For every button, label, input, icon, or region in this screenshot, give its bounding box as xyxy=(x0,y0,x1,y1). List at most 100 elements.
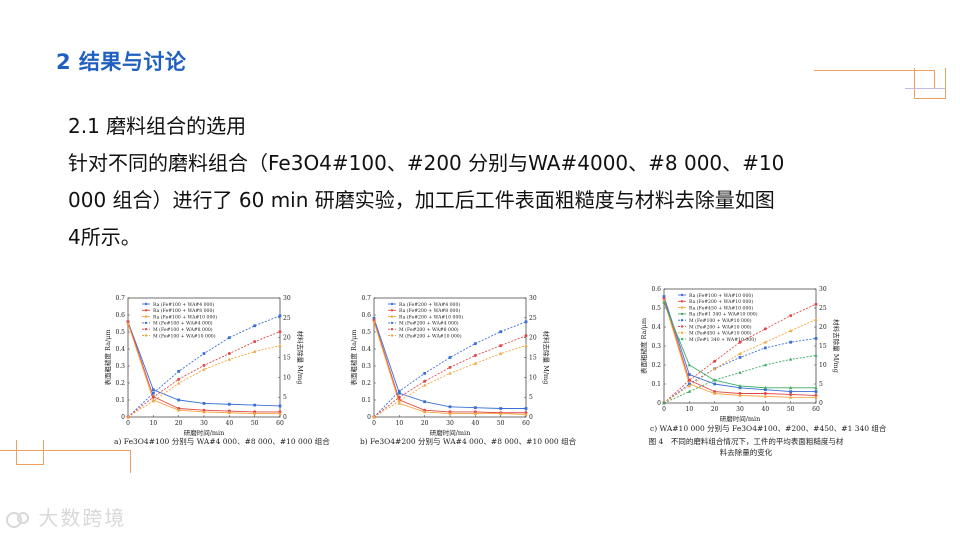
data-point xyxy=(448,411,452,415)
data-point xyxy=(252,349,257,353)
legend-label: Ra (Fe#200 + WA#10 000) xyxy=(399,313,463,320)
y-tick-label: 0 xyxy=(657,400,661,407)
data-point xyxy=(227,352,231,356)
data-point xyxy=(738,351,742,355)
accent-line-top-right-3 xyxy=(905,88,945,89)
legend-label: Ra (Fe#100 + WA#4 000) xyxy=(153,301,214,308)
y-tick-label: 0.5 xyxy=(651,305,661,312)
chart-a-caption: a) Fe3O4#100 分别与 WA#4 000、#8 000、#10 000… xyxy=(114,437,330,446)
data-point xyxy=(814,393,818,397)
data-point xyxy=(738,386,742,390)
chart-a: 0 0.1 0.2 0.3 0.4 0.5 0.6 0.7 0 5 10 15 20 25 30 0 10 20 3… xyxy=(100,292,310,437)
data-point xyxy=(202,410,206,414)
x-tick-label: 10 xyxy=(396,420,404,427)
data-point xyxy=(789,392,793,396)
data-point xyxy=(126,415,130,419)
series-line xyxy=(127,345,281,418)
data-point xyxy=(253,324,257,328)
data-point xyxy=(227,410,232,415)
data-point xyxy=(662,297,666,300)
data-point xyxy=(423,371,427,375)
y2-tick-label: 0 xyxy=(529,414,533,421)
data-point xyxy=(788,386,793,390)
y-tick-label: 0.4 xyxy=(361,346,371,353)
y2-tick-label: 5 xyxy=(529,394,533,401)
legend-label: Ra (Fe#100 + WA#10 000) xyxy=(689,292,753,299)
data-point xyxy=(423,400,427,404)
y-tick-label: 0 xyxy=(121,414,125,421)
data-point xyxy=(252,411,257,415)
data-point xyxy=(814,337,818,340)
data-point xyxy=(712,391,717,395)
data-point xyxy=(662,298,666,302)
legend-label: M (Fe#1 340 + WA#10 000) xyxy=(689,336,756,343)
data-point xyxy=(422,410,427,414)
subheading: 2.1 磨料组合的选用 xyxy=(68,114,247,138)
data-point xyxy=(473,411,478,415)
chart-b: 0 0.1 0.2 0.3 0.4 0.5 0.6 0.7 0 5 10 15 20 25 30 0 10 20 3… xyxy=(346,292,556,437)
data-point xyxy=(498,351,503,355)
data-point xyxy=(763,346,767,350)
x-tick-label: 50 xyxy=(787,406,795,413)
y2-tick-label: 20 xyxy=(283,335,291,342)
y-tick-label: 0.6 xyxy=(115,312,125,319)
data-point xyxy=(372,320,376,324)
legend-marker xyxy=(144,302,148,306)
y-tick-label: 0.1 xyxy=(115,397,125,404)
y2-tick-label: 15 xyxy=(819,343,827,350)
series-line xyxy=(373,335,527,418)
x-tick-label: 10 xyxy=(686,406,694,413)
data-point xyxy=(814,353,818,357)
data-point xyxy=(788,329,793,333)
x-tick-label: 40 xyxy=(762,406,770,413)
data-point xyxy=(524,320,528,324)
data-point xyxy=(814,386,818,390)
data-point xyxy=(151,391,155,395)
y2-tick-label: 25 xyxy=(529,315,537,322)
data-point xyxy=(253,340,257,344)
y2-tick-label: 15 xyxy=(283,355,291,362)
data-point xyxy=(278,411,282,415)
data-point xyxy=(662,295,666,298)
legend-marker xyxy=(680,293,684,297)
watermark-text: 大数跨境 xyxy=(38,506,127,530)
paragraph-line-3: 4所示。 xyxy=(68,225,141,249)
legend-label: Ra (Fe#200 + WA#4 000) xyxy=(399,301,460,308)
data-point xyxy=(814,395,818,399)
y2-tick-label: 10 xyxy=(283,374,291,381)
legend-label: M (Fe#100 + WA#10 000) xyxy=(153,332,216,339)
legend-marker xyxy=(680,331,684,334)
legend-marker xyxy=(390,334,394,337)
data-point xyxy=(499,344,503,348)
data-point xyxy=(789,340,793,344)
data-point xyxy=(524,343,528,347)
data-point xyxy=(423,379,427,383)
x-tick-label: 20 xyxy=(711,406,719,413)
data-point xyxy=(227,336,231,340)
data-point xyxy=(278,314,282,318)
data-point xyxy=(473,406,477,410)
x-axis-label: 研磨时间/min xyxy=(184,428,225,437)
data-point xyxy=(278,404,282,408)
x-tick-label: 0 xyxy=(372,420,376,427)
x-tick-label: 30 xyxy=(446,420,454,427)
legend-marker xyxy=(680,300,684,303)
legend-marker xyxy=(680,325,684,328)
data-point xyxy=(687,382,691,386)
data-point xyxy=(177,369,181,373)
legend-marker xyxy=(144,315,148,318)
accent-line-top-right-1 xyxy=(814,70,935,89)
data-point xyxy=(372,415,376,419)
y-axis-label: 表面粗糙度 Ra/μm xyxy=(349,329,358,385)
y-tick-label: 0.4 xyxy=(651,324,661,331)
y-tick-label: 0.1 xyxy=(361,397,371,404)
data-point xyxy=(687,389,692,393)
x-tick-label: 40 xyxy=(472,420,480,427)
data-point xyxy=(202,367,206,371)
legend-marker xyxy=(390,302,394,306)
x-tick-label: 0 xyxy=(126,420,130,427)
data-point xyxy=(738,392,742,395)
data-point xyxy=(126,321,130,325)
legend-marker xyxy=(144,334,148,337)
x-tick-label: 50 xyxy=(497,420,505,427)
